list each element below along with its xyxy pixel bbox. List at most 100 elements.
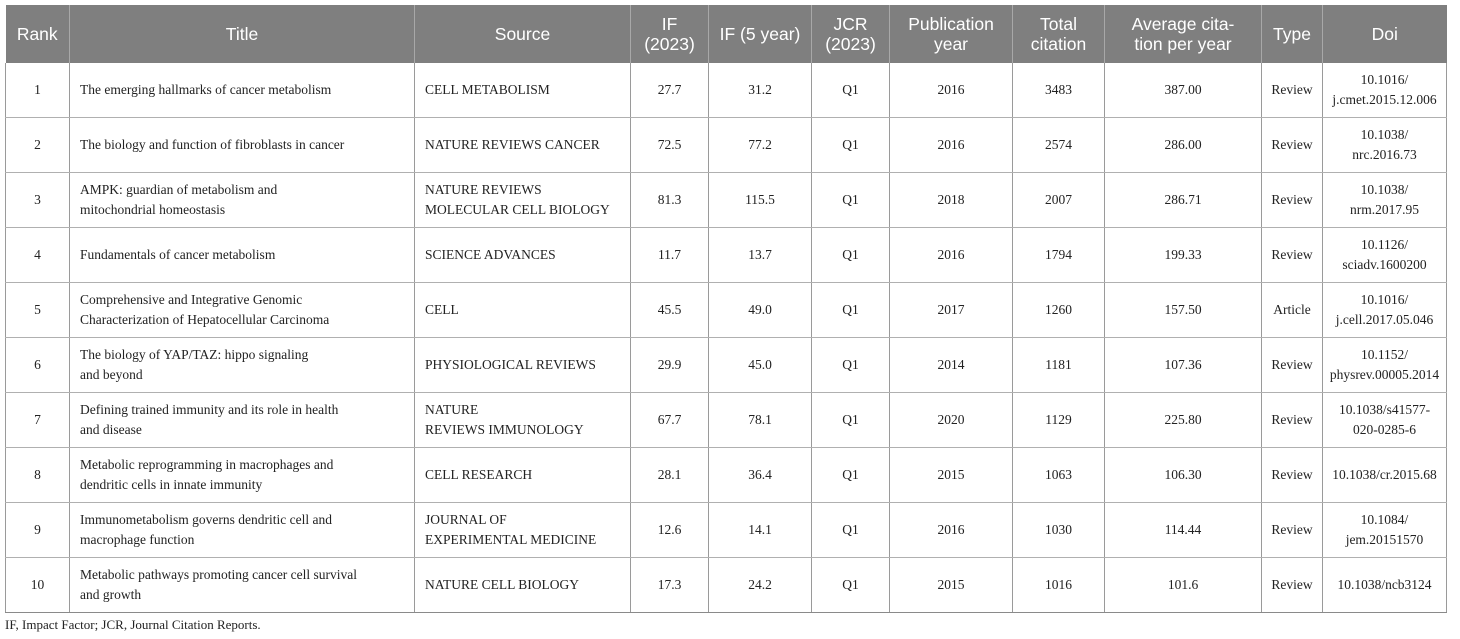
cell-average-citation: 101.6 <box>1104 557 1262 613</box>
cell-publication-year-text: 2015 <box>937 467 965 482</box>
cell-jcr-text: Q1 <box>842 192 859 207</box>
citation-table-container: Rank Title Source IF (2023) IF (5 year) J… <box>5 5 1447 613</box>
cell-total-citation: 1260 <box>1012 282 1105 338</box>
cell-average-citation: 114.44 <box>1104 502 1262 558</box>
cell-title-text: Defining trained immunity and its role i… <box>80 402 339 417</box>
cell-publication-year: 2016 <box>889 502 1013 558</box>
cell-rank-text: 8 <box>34 467 41 482</box>
cell-title-text: macrophage function <box>80 532 195 547</box>
cell-if-2023: 11.7 <box>630 227 709 283</box>
cell-jcr: Q1 <box>811 63 890 118</box>
cell-doi-text: j.cell.2017.05.046 <box>1335 312 1434 327</box>
cell-if-5-year-text: 115.5 <box>745 192 775 207</box>
cell-doi: 10.1038/ncb3124 <box>1322 557 1447 613</box>
cell-if-2023-text: 81.3 <box>657 192 682 207</box>
cell-rank: 6 <box>5 337 70 393</box>
cell-doi-text: 10.1038/ <box>1360 182 1409 197</box>
cell-rank: 1 <box>5 63 70 118</box>
cell-if-5-year: 45.0 <box>708 337 812 393</box>
cell-doi: 10.1038/nrc.2016.73 <box>1322 117 1447 173</box>
cell-rank-text: 3 <box>34 192 41 207</box>
cell-type: Review <box>1261 392 1323 448</box>
cell-total-citation-text: 1260 <box>1045 302 1072 317</box>
cell-jcr: Q1 <box>811 557 890 613</box>
cell-source: NATURE REVIEWS CANCER <box>414 117 631 173</box>
cell-title-text: Metabolic reprogramming in macrophages a… <box>80 457 334 472</box>
cell-if-5-year-text: 77.2 <box>748 137 772 152</box>
cell-if-2023-text: 27.7 <box>657 82 682 97</box>
table-body: 1 The emerging hallmarks of cancer metabo… <box>5 63 1447 613</box>
header-if-5-year-label: IF (5 year) <box>719 24 801 44</box>
cell-doi-text: 10.1038/s41577- <box>1338 402 1431 417</box>
cell-if-5-year-text: 49.0 <box>748 302 772 317</box>
cell-total-citation-text: 1181 <box>1045 357 1072 372</box>
cell-average-citation: 286.00 <box>1104 117 1262 173</box>
cell-doi: 10.1016/j.cell.2017.05.046 <box>1322 282 1447 338</box>
header-total-line1: Total <box>1040 14 1077 34</box>
cell-jcr-text: Q1 <box>842 82 859 97</box>
cell-source: NATURE CELL BIOLOGY <box>414 557 631 613</box>
cell-if-5-year: 14.1 <box>708 502 812 558</box>
header-publication-line2: year <box>933 34 969 54</box>
cell-average-citation: 286.71 <box>1104 172 1262 228</box>
cell-doi-text: nrm.2017.95 <box>1350 202 1419 217</box>
cell-if-2023: 28.1 <box>630 447 709 503</box>
cell-if-5-year: 13.7 <box>708 227 812 283</box>
cell-doi: 10.1152/physrev.00005.2014 <box>1322 337 1447 393</box>
cell-doi: 10.1126/sciadv.1600200 <box>1322 227 1447 283</box>
cell-if-2023-text: 11.7 <box>657 247 682 262</box>
cell-source-text: SCIENCE ADVANCES <box>425 247 556 262</box>
cell-type: Review <box>1261 117 1323 173</box>
cell-if-2023-text: 72.5 <box>657 137 682 152</box>
cell-average-citation: 225.80 <box>1104 392 1262 448</box>
cell-publication-year-text: 2016 <box>937 82 965 97</box>
header-average-citation: Average cita-tion per year <box>1104 5 1262 63</box>
table-row: 9 Immunometabolism governs dendritic cell… <box>5 502 1447 558</box>
cell-source: CELL RESEARCH <box>414 447 631 503</box>
cell-total-citation-text: 2574 <box>1045 137 1072 152</box>
cell-publication-year-text: 2020 <box>937 412 965 427</box>
cell-doi-text: 10.1152/ <box>1360 347 1409 362</box>
cell-if-2023-text: 12.6 <box>657 522 682 537</box>
table-row: 4 Fundamentals of cancer metabolism SCIENC… <box>5 227 1447 283</box>
table-row: 10 Metabolic pathways promoting cancer ce… <box>5 557 1447 613</box>
cell-title-text: and growth <box>80 587 142 602</box>
cell-type-text: Article <box>1273 302 1311 317</box>
cell-source-text: EXPERIMENTAL MEDICINE <box>425 532 597 547</box>
cell-total-citation: 1794 <box>1012 227 1105 283</box>
cell-rank-text: 9 <box>34 522 41 537</box>
cell-source-text: REVIEWS IMMUNOLOGY <box>425 422 584 437</box>
cell-if-5-year: 31.2 <box>708 63 812 118</box>
cell-total-citation: 3483 <box>1012 63 1105 118</box>
cell-source-text: CELL <box>425 302 459 317</box>
cell-rank-text: 6 <box>34 357 41 372</box>
cell-total-citation: 1181 <box>1012 337 1105 393</box>
cell-if-2023-text: 17.3 <box>657 577 682 592</box>
header-source: Source <box>414 5 631 63</box>
cell-average-citation: 387.00 <box>1104 63 1262 118</box>
cell-title-text: The emerging hallmarks of cancer metabol… <box>80 82 332 97</box>
cell-average-citation: 157.50 <box>1104 282 1262 338</box>
cell-doi-text: sciadv.1600200 <box>1342 257 1427 272</box>
cell-jcr: Q1 <box>811 392 890 448</box>
cell-total-citation-text: 3483 <box>1045 82 1072 97</box>
header-jcr-line2: (2023) <box>825 34 876 54</box>
cell-rank: 4 <box>5 227 70 283</box>
cell-source-text: NATURE REVIEWS <box>425 182 542 197</box>
cell-title: Fundamentals of cancer metabolism <box>69 227 415 283</box>
cell-average-citation-text: 387.00 <box>1164 82 1202 97</box>
cell-title-text: The biology and function of fibroblasts … <box>80 137 345 152</box>
cell-if-5-year-text: 78.1 <box>748 412 772 427</box>
header-average-line2: tion per year <box>1134 34 1232 54</box>
cell-average-citation-text: 101.6 <box>1167 577 1199 592</box>
cell-if-5-year-text: 14.1 <box>748 522 772 537</box>
cell-publication-year-text: 2014 <box>937 357 965 372</box>
cell-total-citation-text: 1794 <box>1045 247 1072 262</box>
cell-if-5-year-text: 36.4 <box>748 467 772 482</box>
cell-publication-year-text: 2016 <box>937 247 965 262</box>
header-row: Rank Title Source IF (2023) IF (5 year) J… <box>5 5 1447 63</box>
cell-jcr-text: Q1 <box>842 467 859 482</box>
cell-rank: 9 <box>5 502 70 558</box>
cell-type-text: Review <box>1271 467 1313 482</box>
header-publication-year: Publication year <box>889 5 1013 63</box>
